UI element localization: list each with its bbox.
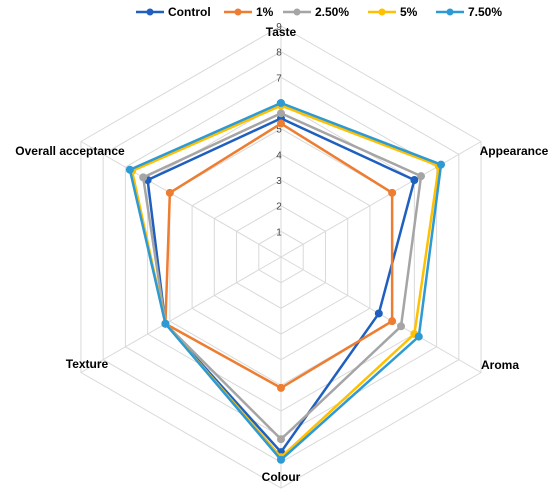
- series-3: [128, 101, 443, 462]
- radar-grid: [80, 25, 482, 489]
- data-point-4-2: [414, 332, 423, 341]
- data-point-4-3: [277, 455, 285, 464]
- data-point-4-4: [161, 319, 170, 328]
- tick-label-7: 7: [276, 73, 282, 84]
- tick-label-2: 2: [276, 202, 282, 213]
- data-point-2-5: [139, 173, 148, 182]
- legend: Control 1% 2.50% 5% 7.50%: [136, 5, 502, 19]
- legend-label-2: 2.50%: [315, 5, 349, 19]
- tick-label-8: 8: [276, 48, 282, 59]
- series-layer: [125, 99, 446, 464]
- legend-swatch-marker-3: [378, 8, 386, 16]
- tick-label-9: 9: [276, 22, 282, 33]
- data-point-2-2: [397, 322, 406, 331]
- data-point-1-0: [277, 119, 285, 128]
- axis-labels: Taste Appearance Aroma Colour Texture Overall…: [15, 25, 548, 484]
- axis-label-appearance: Appearance: [480, 144, 549, 158]
- legend-label-0: Control: [168, 5, 211, 19]
- tick-label-4: 4: [276, 150, 282, 161]
- legend-swatch-marker-2: [293, 8, 301, 16]
- axis-spoke-5: [80, 141, 282, 258]
- data-point-4-1: [437, 160, 446, 169]
- legend-label-3: 5%: [400, 5, 418, 19]
- tick-label-1: 1: [276, 227, 282, 238]
- data-point-0-1: [410, 176, 419, 184]
- data-point-1-2: [388, 317, 397, 326]
- series-4: [125, 99, 446, 464]
- axis-label-texture: Texture: [66, 357, 109, 371]
- legend-label-4: 7.50%: [468, 5, 502, 19]
- data-point-2-3: [277, 435, 285, 444]
- radial-tick-labels: 123456789: [276, 22, 282, 238]
- legend-swatch-marker-1: [234, 8, 242, 16]
- axis-spoke-1: [280, 141, 482, 258]
- tick-label-5: 5: [276, 125, 282, 136]
- data-point-1-1: [388, 188, 397, 197]
- axis-spoke-4: [80, 256, 282, 373]
- data-point-4-0: [277, 99, 285, 107]
- axis-label-overall-acceptance: Overall acceptance: [15, 144, 125, 158]
- data-point-1-5: [165, 188, 174, 197]
- axis-label-aroma: Aroma: [481, 358, 519, 372]
- data-point-2-1: [417, 172, 426, 181]
- series-1: [161, 119, 397, 392]
- axis-label-colour: Colour: [262, 470, 301, 484]
- data-point-1-3: [277, 383, 285, 392]
- tick-label-3: 3: [276, 176, 282, 187]
- data-point-2-0: [277, 109, 285, 118]
- legend-swatch-marker-4: [446, 8, 454, 16]
- legend-label-1: 1%: [256, 5, 274, 19]
- data-point-4-5: [125, 165, 134, 174]
- axis-label-taste: Taste: [266, 25, 297, 39]
- legend-swatch-marker-0: [146, 8, 154, 16]
- series-2: [139, 109, 426, 444]
- data-point-0-2: [374, 309, 383, 318]
